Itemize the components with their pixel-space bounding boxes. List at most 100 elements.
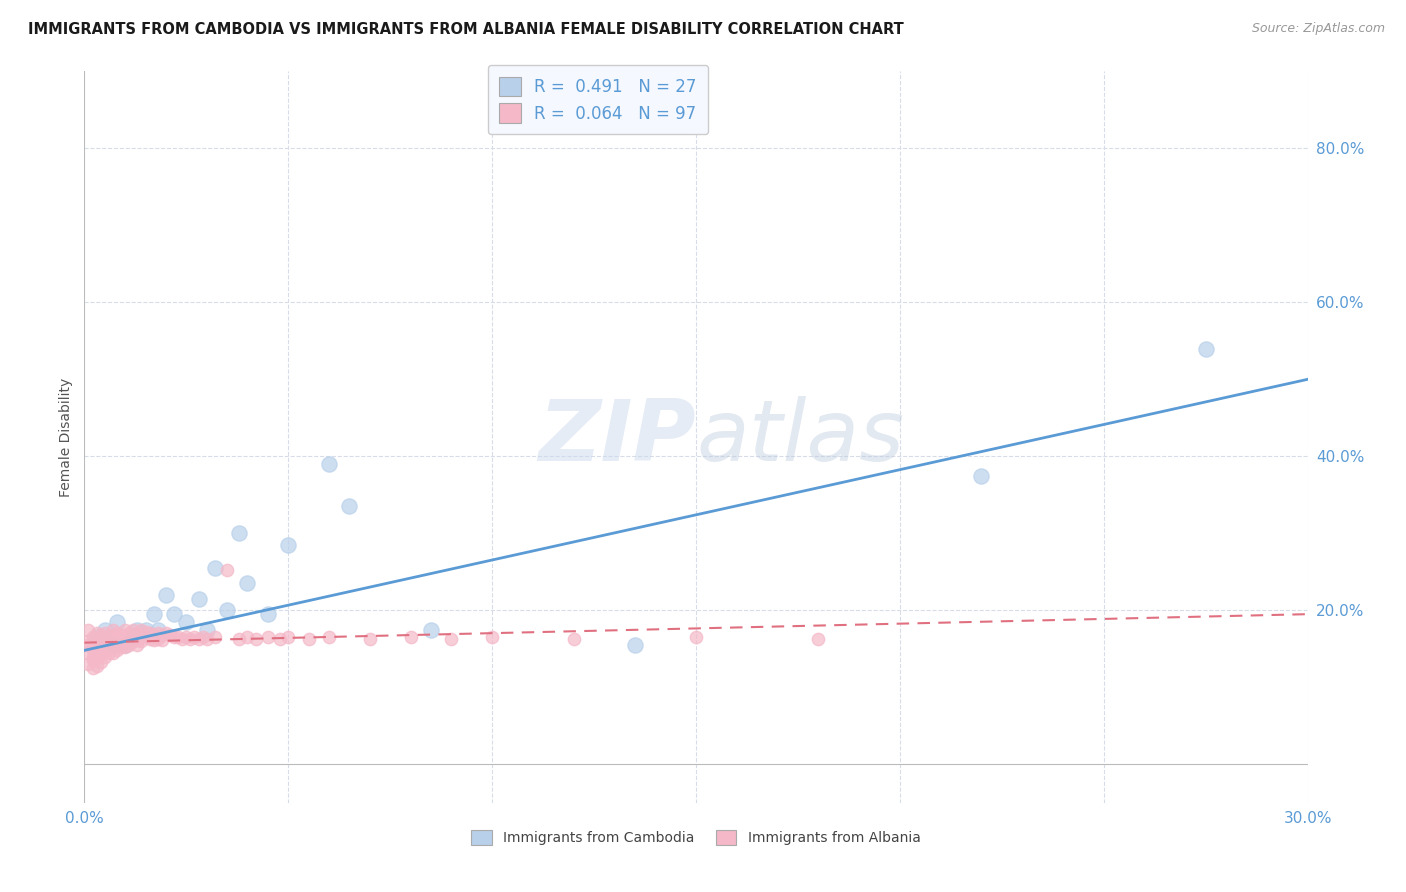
Point [86, 651, 108, 665]
Point [122, 630, 145, 644]
Point [204, 561, 226, 575]
Point [90, 641, 112, 656]
Point [257, 630, 280, 644]
Point [318, 457, 340, 471]
Point [101, 638, 124, 652]
Point [86, 634, 108, 648]
Point [93, 638, 115, 652]
Point [807, 632, 830, 646]
Point [142, 628, 165, 642]
Point [127, 632, 149, 647]
Point [131, 623, 153, 637]
Point [138, 626, 160, 640]
Point [90, 635, 112, 649]
Point [481, 630, 503, 644]
Point [77, 634, 100, 648]
Point [269, 632, 291, 646]
Point [93, 649, 115, 664]
Point [179, 632, 201, 646]
Point [159, 628, 181, 642]
Point [228, 632, 250, 646]
Point [97, 646, 120, 660]
Point [167, 630, 190, 644]
Point [114, 638, 136, 652]
Point [135, 630, 157, 644]
Text: Source: ZipAtlas.com: Source: ZipAtlas.com [1251, 22, 1385, 36]
Point [86, 658, 108, 673]
Point [105, 632, 128, 647]
Point [228, 526, 250, 541]
Point [101, 634, 124, 648]
Point [155, 626, 177, 640]
Point [135, 624, 157, 639]
Point [359, 632, 381, 646]
Point [86, 630, 108, 644]
Point [86, 640, 108, 655]
Text: atlas: atlas [696, 395, 904, 479]
Point [138, 632, 160, 646]
Point [82, 630, 104, 644]
Point [399, 630, 422, 644]
Point [77, 657, 100, 672]
Point [146, 626, 169, 640]
Point [174, 615, 197, 629]
Point [204, 630, 226, 644]
Point [82, 638, 104, 652]
Point [101, 640, 124, 655]
Point [101, 623, 124, 637]
Point [118, 626, 141, 640]
Point [110, 640, 132, 655]
Point [122, 634, 145, 648]
Point [236, 576, 259, 591]
Text: ZIP: ZIP [538, 395, 696, 479]
Point [163, 630, 186, 644]
Point [77, 638, 100, 652]
Point [114, 623, 136, 637]
Point [187, 591, 209, 606]
Point [440, 632, 463, 646]
Point [150, 632, 173, 647]
Point [93, 643, 115, 657]
Point [420, 623, 443, 637]
Point [127, 623, 149, 637]
Text: IMMIGRANTS FROM CAMBODIA VS IMMIGRANTS FROM ALBANIA FEMALE DISABILITY CORRELATIO: IMMIGRANTS FROM CAMBODIA VS IMMIGRANTS F… [28, 22, 904, 37]
Point [77, 623, 100, 637]
Point [118, 632, 141, 647]
Y-axis label: Female Disability: Female Disability [59, 377, 73, 497]
Point [318, 630, 340, 644]
Point [90, 647, 112, 661]
Point [105, 626, 128, 640]
Point [82, 643, 104, 657]
Point [236, 630, 259, 644]
Legend: Immigrants from Cambodia, Immigrants from Albania: Immigrants from Cambodia, Immigrants fro… [465, 824, 927, 851]
Point [77, 646, 100, 660]
Point [82, 649, 104, 664]
Point [97, 634, 120, 648]
Point [339, 500, 361, 514]
Point [1195, 342, 1218, 356]
Point [97, 640, 120, 655]
Point [114, 628, 136, 642]
Point [110, 634, 132, 648]
Point [131, 628, 153, 642]
Point [298, 632, 321, 646]
Point [187, 632, 209, 646]
Point [135, 623, 157, 637]
Point [114, 634, 136, 648]
Point [127, 638, 149, 652]
Point [142, 607, 165, 622]
Point [86, 646, 108, 660]
Point [217, 603, 239, 617]
Point [685, 630, 707, 644]
Point [118, 638, 141, 652]
Point [82, 653, 104, 667]
Point [277, 630, 299, 644]
Point [131, 634, 153, 648]
Point [174, 630, 197, 644]
Point [277, 538, 299, 552]
Point [245, 632, 267, 646]
Point [142, 632, 165, 647]
Point [101, 628, 124, 642]
Point [110, 628, 132, 642]
Point [105, 643, 128, 657]
